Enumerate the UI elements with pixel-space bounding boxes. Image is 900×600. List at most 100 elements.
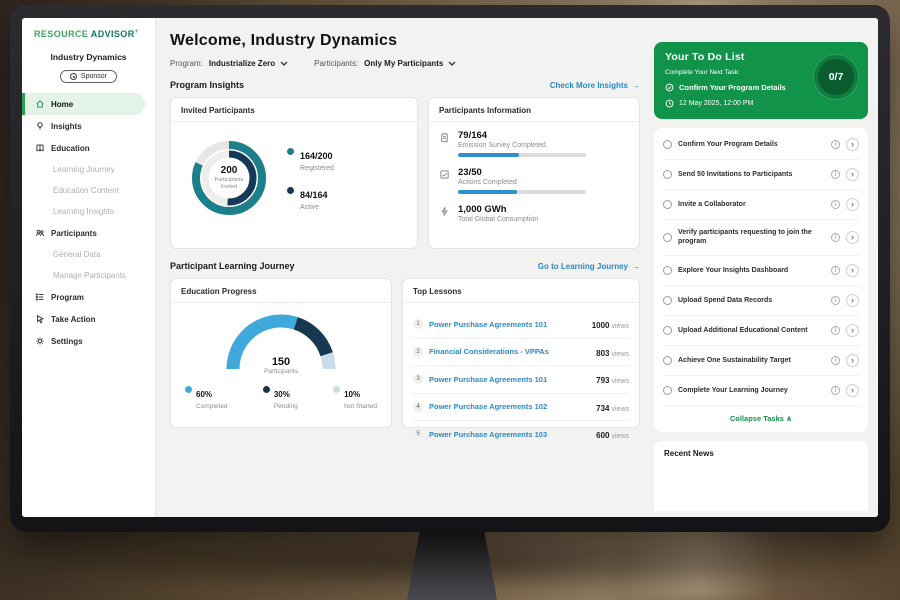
lesson-row[interactable]: 3 Power Purchase Agreements 101 793views <box>413 366 629 394</box>
sidebar-item-settings[interactable]: Settings <box>22 330 155 352</box>
chevron-right-icon[interactable]: › <box>846 168 859 181</box>
stat-value: 23/50 <box>458 167 586 178</box>
sidebar-item-learning-journey[interactable]: Learning Journey <box>22 159 155 180</box>
task-row[interactable]: Upload Spend Data Records i › <box>663 286 859 316</box>
lesson-rank: 3 <box>413 374 423 384</box>
task-row[interactable]: Achieve One Sustainability Target i › <box>663 346 859 376</box>
logo-primary: RESOURCE <box>34 29 88 39</box>
progress-fill <box>458 153 519 157</box>
invited-donut-chart: 200 Participants Invited <box>183 132 275 224</box>
info-icon[interactable]: i <box>831 170 840 179</box>
task-checkbox[interactable] <box>663 386 672 395</box>
logo-secondary: ADVISOR <box>91 29 135 39</box>
sidebar-item-label: Manage Participants <box>53 271 126 280</box>
lesson-title-link[interactable]: Power Purchase Agreements 102 <box>429 402 590 411</box>
section-title: Program Insights <box>170 80 244 90</box>
lesson-rank: 4 <box>413 402 423 412</box>
info-icon[interactable]: i <box>831 200 840 209</box>
lesson-title-link[interactable]: Financial Considerations - VPPAs <box>429 347 590 356</box>
recent-news-card[interactable]: Recent News <box>654 441 868 511</box>
chevron-right-icon[interactable]: › <box>846 294 859 307</box>
chevron-right-icon[interactable]: › <box>846 354 859 367</box>
chevron-right-icon[interactable]: › <box>846 231 859 244</box>
task-row[interactable]: Send 50 Invitations to Participants i › <box>663 160 859 190</box>
task-row[interactable]: Explore Your Insights Dashboard i › <box>663 256 859 286</box>
check-square-icon <box>439 169 450 180</box>
chevron-right-icon[interactable]: › <box>846 324 859 337</box>
lesson-views: 793 <box>596 376 609 385</box>
task-row[interactable]: Confirm Your Program Details i › <box>663 130 859 160</box>
sidebar-item-learning-insights[interactable]: Learning Insights <box>22 201 155 222</box>
arrow-right-icon: → <box>632 81 640 90</box>
info-icon[interactable]: i <box>831 140 840 149</box>
todo-summary-card: Your To Do List Complete Your Next Task:… <box>654 42 868 119</box>
lesson-row[interactable]: 5 Power Purchase Agreements 103 600views <box>413 421 629 448</box>
task-checkbox[interactable] <box>663 356 672 365</box>
lesson-title-link[interactable]: Power Purchase Agreements 101 <box>429 320 586 329</box>
sponsor-icon <box>70 73 77 80</box>
info-icon[interactable]: i <box>831 233 840 242</box>
legend-dot <box>185 386 192 393</box>
sidebar-item-education[interactable]: Education <box>22 137 155 159</box>
info-icon[interactable]: i <box>831 296 840 305</box>
task-checkbox[interactable] <box>663 266 672 275</box>
legend-value: 84/164 <box>300 190 328 200</box>
task-row[interactable]: Verify participants requesting to join t… <box>663 220 859 256</box>
lesson-title-link[interactable]: Power Purchase Agreements 103 <box>429 430 590 439</box>
lesson-views-unit: views <box>611 323 629 330</box>
home-icon <box>35 99 45 109</box>
sidebar-item-manage-participants[interactable]: Manage Participants <box>22 265 155 286</box>
gauge-center-label: Participants <box>221 368 341 375</box>
sidebar-item-education-content[interactable]: Education Content <box>22 180 155 201</box>
sidebar: RESOURCE ADVISOR+ Industry Dynamics Spon… <box>22 18 156 517</box>
chevron-right-icon[interactable]: › <box>846 384 859 397</box>
info-icon[interactable]: i <box>831 356 840 365</box>
go-to-learning-journey-link[interactable]: Go to Learning Journey → <box>538 262 640 271</box>
participants-filter-label: Participants: <box>314 59 358 68</box>
stat-label: Actions Completed <box>458 179 586 186</box>
task-checkbox[interactable] <box>663 140 672 149</box>
task-row[interactable]: Invite a Collaborator i › <box>663 190 859 220</box>
lesson-rank: 2 <box>413 347 423 357</box>
link-label: Go to Learning Journey <box>538 262 628 271</box>
top-lessons-card: Top Lessons 1 Power Purchase Agreements … <box>402 278 640 428</box>
chevron-down-icon <box>280 61 288 66</box>
task-checkbox[interactable] <box>663 233 672 242</box>
sidebar-item-participants[interactable]: Participants <box>22 222 155 244</box>
list-icon <box>35 292 45 302</box>
sidebar-item-insights[interactable]: Insights <box>22 115 155 137</box>
chevron-right-icon[interactable]: › <box>846 198 859 211</box>
program-select[interactable]: Industrialize Zero <box>209 59 288 68</box>
sidebar-item-program[interactable]: Program <box>22 286 155 308</box>
invited-participants-card: Invited Participants 200 Participants In… <box>170 97 418 249</box>
sidebar-item-take-action[interactable]: Take Action <box>22 308 155 330</box>
sidebar-item-home[interactable]: Home <box>22 93 145 115</box>
lesson-title-link[interactable]: Power Purchase Agreements 101 <box>429 375 590 384</box>
lesson-row[interactable]: 1 Power Purchase Agreements 101 1000view… <box>413 311 629 339</box>
legend-dot <box>287 187 294 194</box>
chevron-right-icon[interactable]: › <box>846 138 859 151</box>
task-row[interactable]: Complete Your Learning Journey i › <box>663 376 859 406</box>
collapse-tasks-link[interactable]: Collapse Tasks ∧ <box>663 406 859 430</box>
check-more-insights-link[interactable]: Check More Insights → <box>550 81 640 90</box>
sponsor-badge[interactable]: Sponsor <box>60 70 117 83</box>
task-checkbox[interactable] <box>663 296 672 305</box>
task-checkbox[interactable] <box>663 326 672 335</box>
info-icon[interactable]: i <box>831 266 840 275</box>
sidebar-item-label: Learning Journey <box>53 165 115 174</box>
chevron-right-icon[interactable]: › <box>846 264 859 277</box>
lesson-row[interactable]: 2 Financial Considerations - VPPAs 803vi… <box>413 339 629 367</box>
info-icon[interactable]: i <box>831 326 840 335</box>
legend-percent: 10% <box>344 390 360 399</box>
participants-select[interactable]: Only My Participants <box>364 59 456 68</box>
lesson-row[interactable]: 4 Power Purchase Agreements 102 734views <box>413 394 629 422</box>
task-checkbox[interactable] <box>663 200 672 209</box>
task-row[interactable]: Upload Additional Educational Content i … <box>663 316 859 346</box>
lesson-views-unit: views <box>611 351 629 358</box>
section-title: Participant Learning Journey <box>170 261 295 271</box>
lesson-views: 1000 <box>592 321 610 330</box>
info-icon[interactable]: i <box>831 386 840 395</box>
sidebar-item-general-data[interactable]: General Data <box>22 244 155 265</box>
task-checkbox[interactable] <box>663 170 672 179</box>
lightbulb-icon <box>35 121 45 131</box>
